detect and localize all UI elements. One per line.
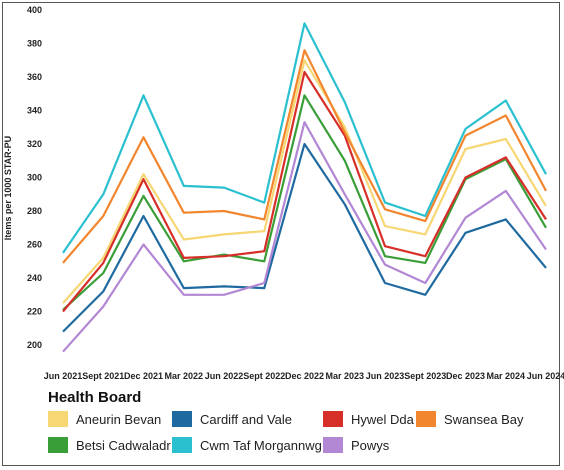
y-tick-label: 360 (27, 72, 42, 82)
x-tick-label: Dec 2022 (285, 371, 324, 381)
x-tick-label: Mar 2023 (325, 371, 364, 381)
x-tick-label: Jun 2021 (44, 371, 83, 381)
y-tick-label: 200 (27, 340, 42, 350)
x-tick-label: Dec 2021 (124, 371, 163, 381)
x-tick-labels: Jun 2021 Sept 2021 Dec 2021 Mar 2022 Jun 202… (44, 371, 564, 381)
series-line-cwm-taf-morgannwg (62, 22, 547, 254)
y-tick-label: 260 (27, 240, 42, 250)
x-tick-label: Sept 2021 (82, 371, 124, 381)
y-axis-label: Items per 1000 STAR-PU (3, 136, 13, 240)
legend-item: Betsi Cadwaladr (48, 437, 171, 453)
y-tick-labels: 200 220 240 260 280 300 320 340 360 380 400 (27, 5, 42, 350)
legend-swatch (48, 437, 68, 453)
legend-item: Powys (323, 437, 389, 453)
legend-swatch (323, 411, 343, 427)
y-tick-label: 280 (27, 206, 42, 216)
series-line-hywel-dda (62, 70, 547, 313)
legend-label: Powys (351, 437, 390, 453)
series-line-aneurin-bevan (62, 59, 547, 304)
y-tick-label: 300 (27, 173, 42, 183)
chart-frame (2, 2, 560, 466)
legend-swatch (48, 411, 68, 427)
y-tick-label: 380 (27, 39, 42, 49)
x-tick-label: Mar 2024 (486, 371, 525, 381)
y-tick-label: 340 (27, 106, 42, 116)
series-line-betsi-cadwaladr (62, 94, 547, 311)
y-tick-label: 220 (27, 307, 42, 317)
legend-label: Aneurin Bevan (76, 411, 162, 427)
series-line-powys (62, 121, 547, 353)
x-tick-label: Dec 2023 (446, 371, 485, 381)
legend-swatch (416, 411, 436, 427)
legend-item: Swansea Bay (416, 411, 524, 427)
legend-label: Cwm Taf Morgannwg (200, 437, 322, 453)
legend-swatch (323, 437, 343, 453)
legend-label: Cardiff and Vale (200, 411, 293, 427)
legend-item: Cwm Taf Morgannwg (172, 437, 322, 453)
y-tick-label: 320 (27, 139, 42, 149)
legend-label: Hywel Dda (351, 411, 414, 427)
legend-swatch (172, 411, 192, 427)
legend-item: Aneurin Bevan (48, 411, 161, 427)
y-tick-label: 400 (27, 5, 42, 15)
legend-item: Cardiff and Vale (172, 411, 292, 427)
x-tick-label: Jun 2022 (205, 371, 244, 381)
series-line-swansea-bay (62, 49, 547, 264)
legend-item: Hywel Dda (323, 411, 414, 427)
x-tick-label: Jun 2024 (527, 371, 564, 381)
x-tick-label: Jun 2023 (366, 371, 405, 381)
series-line-cardiff-and-vale (62, 142, 547, 333)
legend-swatch (172, 437, 192, 453)
y-tick-label: 240 (27, 273, 42, 283)
x-tick-label: Sept 2023 (404, 371, 446, 381)
x-tick-label: Sept 2022 (243, 371, 285, 381)
legend-title: Health Board (48, 389, 142, 406)
legend-label: Betsi Cadwaladr (76, 437, 171, 453)
series-lines (62, 22, 547, 353)
legend-label: Swansea Bay (444, 411, 524, 427)
x-tick-label: Mar 2022 (164, 371, 203, 381)
